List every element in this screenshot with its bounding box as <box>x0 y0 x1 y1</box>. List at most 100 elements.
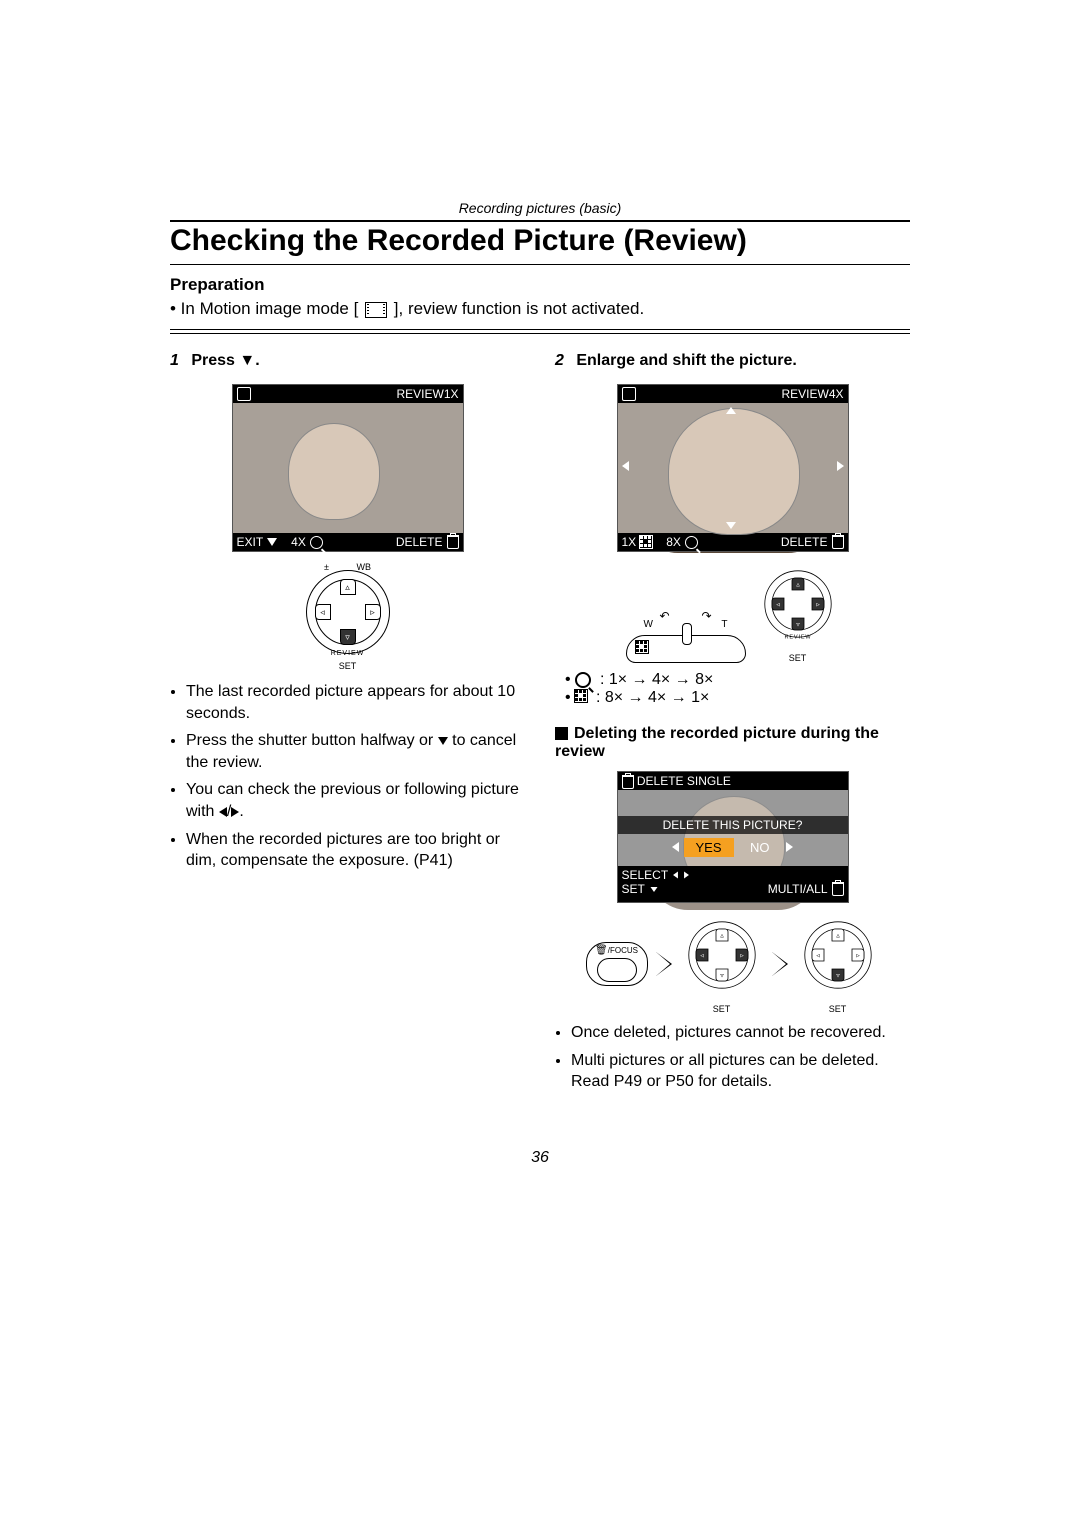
dpad-review-label: REVIEW <box>765 634 831 640</box>
dpad-left: ◃ <box>315 604 331 620</box>
bullet: The last recorded picture appears for ab… <box>186 681 525 724</box>
right-arrow-icon <box>786 842 793 852</box>
dpad-set-label: SET <box>796 1004 880 1014</box>
left-arrow-icon <box>672 842 679 852</box>
page-number: 36 <box>170 1149 910 1167</box>
zoom-line-2: : 8× → 4× → 1× <box>596 689 709 706</box>
dpad-down: ▿ <box>791 618 804 631</box>
choice-no: NO <box>738 838 782 857</box>
focus-button: 🗑/FOCUS <box>586 942 648 986</box>
dialog-footer: SELECT SET MULTI/ALL <box>618 866 848 902</box>
lcd1-bottom-bar: EXIT 4X DELETE <box>233 533 463 551</box>
dialog-choices: YES NO <box>618 838 848 857</box>
left-triangle-icon <box>219 807 227 817</box>
dpad-left: ◃ <box>811 949 824 962</box>
dpad-diagram-1: ± WB ▵ ▿ ◃ ▹ REVIEW SET <box>170 562 525 671</box>
zoom-controls-diagram: ↶↷ W T ▵ ▿ ◃ ▹ REVIEW <box>555 562 910 663</box>
dpad-right: ▹ <box>365 604 381 620</box>
preparation-heading: Preparation <box>170 275 910 295</box>
motion-image-icon <box>365 302 387 318</box>
bullet: When the recorded pictures are too brigh… <box>186 829 525 872</box>
right-arrow-icon <box>684 872 689 879</box>
lcd1-top-bar: REVIEW1X <box>233 385 463 403</box>
nav-right-icon <box>837 461 844 471</box>
dpad-up: ▵ <box>791 578 804 591</box>
dpad-down: ▿ <box>715 969 728 982</box>
dpad-set-label: SET <box>756 653 840 663</box>
dpad-up: ▵ <box>340 579 356 595</box>
zoom-lever: ↶↷ W T <box>626 623 746 663</box>
dpad-right: ▹ <box>851 949 864 962</box>
dpad-diagram-4: ▵ ▿ ◃ ▹ <box>804 921 871 988</box>
nav-left-icon <box>622 461 629 471</box>
arrow-right-icon <box>656 952 672 976</box>
lcd-review-4x: REVIEW4X 1X 8X DELETE <box>617 384 849 552</box>
lcd2-8x-label: 8X <box>666 533 681 551</box>
lcd1-exit-label: EXIT <box>237 533 264 551</box>
footer-multiall: MULTI/ALL <box>768 882 828 896</box>
lcd1-image <box>233 403 463 533</box>
dpad-down: ▿ <box>831 969 844 982</box>
lcd1-title: REVIEW1X <box>396 385 458 403</box>
multi-icon <box>636 641 648 653</box>
nav-down-icon <box>726 522 736 529</box>
section-label: Recording pictures (basic) <box>170 200 910 216</box>
lcd-review-1x: REVIEW1X EXIT 4X DELETE <box>232 384 464 552</box>
dpad-up: ▵ <box>715 929 728 942</box>
dpad-diagram-2: ▵ ▿ ◃ ▹ REVIEW SET <box>756 562 840 663</box>
lcd2-title: REVIEW4X <box>781 385 843 403</box>
dialog-header: DELETE SINGLE <box>618 772 848 790</box>
column-left: 1 Press ▼. REVIEW1X EXIT 4X <box>170 352 525 1099</box>
lcd1-4x-label: 4X <box>291 533 306 551</box>
bullet: Multi pictures or all pictures can be de… <box>571 1050 910 1093</box>
delete-heading-text: Deleting the recorded picture during the… <box>555 725 879 760</box>
delete-subheading: Deleting the recorded picture during the… <box>555 725 910 761</box>
dialog-title: DELETE SINGLE <box>637 774 731 788</box>
nav-up-icon <box>726 407 736 414</box>
footer-select: SELECT <box>622 868 669 882</box>
down-arrow-icon <box>267 538 277 546</box>
bullet: You can check the previous or following … <box>186 779 525 822</box>
step2-title: Enlarge and shift the picture. <box>576 352 796 369</box>
left-arrow-icon <box>673 872 678 879</box>
bullet: Press the shutter button halfway or to c… <box>186 730 525 773</box>
preparation-text: • In Motion image mode [ ], review funct… <box>170 299 910 319</box>
arrow-right-icon <box>772 952 788 976</box>
right-triangle-icon <box>231 807 239 817</box>
step2-heading: 2 Enlarge and shift the picture. <box>555 352 910 370</box>
dpad-down: ▿ <box>340 629 356 645</box>
down-arrow-icon <box>650 887 657 892</box>
step2-number: 2 <box>555 352 564 369</box>
lcd2-image <box>618 403 848 533</box>
magnify-icon <box>310 536 323 549</box>
page-title: Checking the Recorded Picture (Review) <box>170 220 910 265</box>
dpad-diagram-3: ▵ ▿ ◃ ▹ <box>688 921 755 988</box>
step1-number: 1 <box>170 352 179 369</box>
exposure-icon <box>622 387 636 401</box>
dpad-review-label: REVIEW <box>307 650 389 657</box>
dpad-set-label: SET <box>680 1004 764 1014</box>
dpad-up: ▵ <box>831 929 844 942</box>
square-bullet-icon <box>555 727 568 740</box>
footer-set: SET <box>622 882 645 896</box>
bullet: Once deleted, pictures cannot be recover… <box>571 1022 910 1044</box>
step2-bullets: Once deleted, pictures cannot be recover… <box>555 1022 910 1093</box>
magnify-icon <box>575 672 591 688</box>
step1-bullets: The last recorded picture appears for ab… <box>170 681 525 872</box>
dpad-set-label: SET <box>170 661 525 671</box>
delete-control-diagram: 🗑/FOCUS ▵ ▿ ◃ ▹ SET <box>555 913 910 1014</box>
dpad-right: ▹ <box>735 949 748 962</box>
multi-icon <box>575 690 587 702</box>
lcd2-top-bar: REVIEW4X <box>618 385 848 403</box>
dpad-left: ◃ <box>771 598 784 611</box>
dpad-right: ▹ <box>811 598 824 611</box>
column-right: 2 Enlarge and shift the picture. REVIEW4… <box>555 352 910 1099</box>
prep-text-after: ], review function is not activated. <box>394 299 644 318</box>
exposure-icon <box>237 387 251 401</box>
zoom-sequence: • : 1× → 4× → 8× • : 8× → 4× → 1× <box>565 671 910 707</box>
prep-text-before: • In Motion image mode [ <box>170 299 358 318</box>
trash-icon <box>447 535 459 549</box>
focus-label: /FOCUS <box>608 946 638 955</box>
dpad-tl-label: ± <box>324 562 329 572</box>
lcd2-bottom-bar: 1X 8X DELETE <box>618 533 848 551</box>
